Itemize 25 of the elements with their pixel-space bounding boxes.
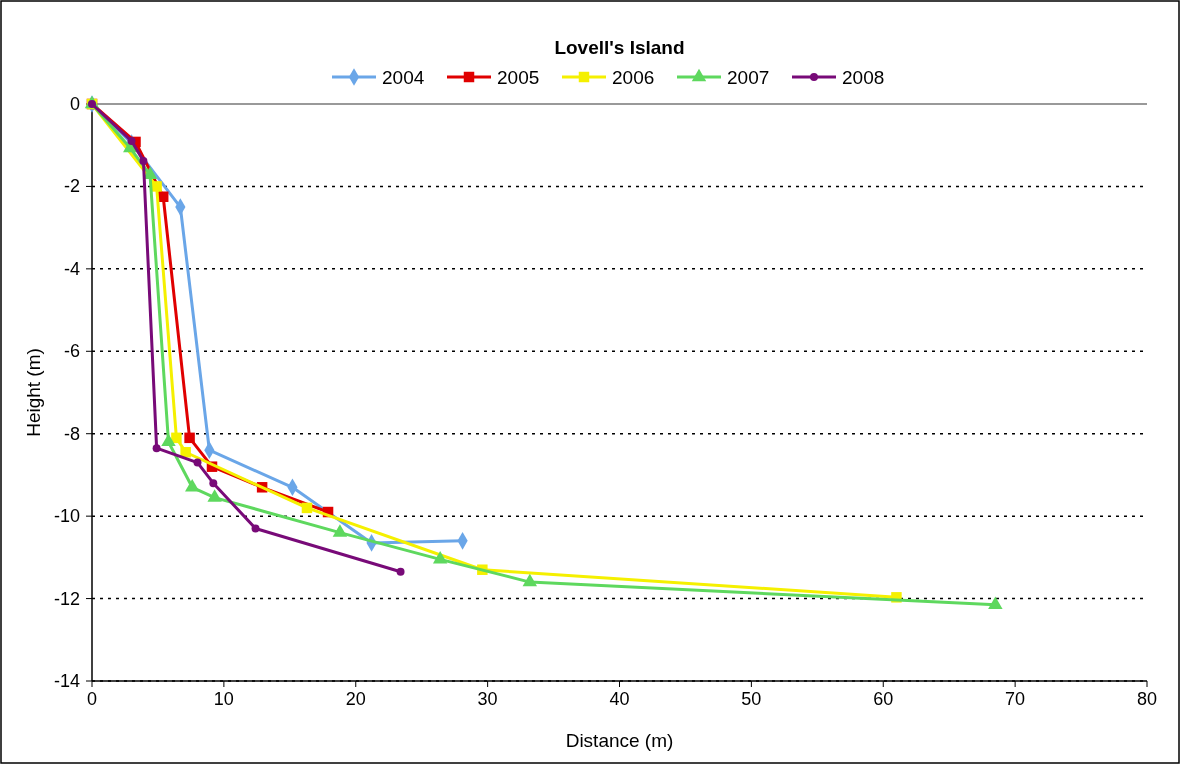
x-axis-title: Distance (m) <box>565 730 674 751</box>
x-tick-label: 60 <box>873 689 894 709</box>
y-axis-title: Height (m) <box>23 348 44 437</box>
y-tick-label: -4 <box>63 258 80 279</box>
x-tick-label: 0 <box>86 689 98 709</box>
x-tick-label: 10 <box>213 689 234 709</box>
x-tick-label: 80 <box>1136 689 1158 709</box>
x-tick-label: 70 <box>1005 689 1026 709</box>
x-tick-label: 20 <box>345 689 366 709</box>
y-tick-label: 0 <box>69 94 80 114</box>
legend-label: 2006 <box>612 67 655 88</box>
y-tick-label: -6 <box>63 341 80 362</box>
y-tick-label: -8 <box>63 423 80 444</box>
x-tick-label: 30 <box>477 689 498 709</box>
x-tick-label: 40 <box>609 689 630 709</box>
legend-label: 2007 <box>727 67 770 88</box>
y-tick-label: -12 <box>53 588 80 609</box>
legend-label: 2005 <box>497 67 540 88</box>
y-tick-label: -2 <box>63 176 80 197</box>
y-tick-label: -10 <box>53 506 80 527</box>
legend-label: 2008 <box>842 67 885 88</box>
chart-title: Lovell's Island <box>554 37 685 58</box>
legend-label: 2004 <box>382 67 425 88</box>
y-tick-label: -14 <box>53 671 80 691</box>
x-tick-label: 50 <box>741 689 762 709</box>
